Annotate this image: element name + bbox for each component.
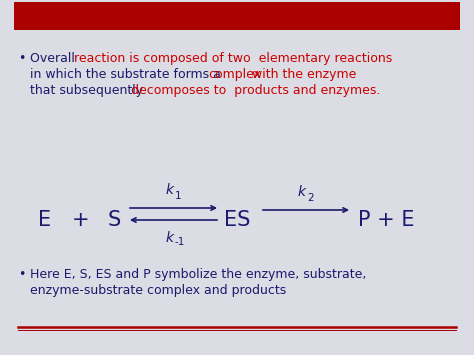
Text: +: + bbox=[72, 210, 90, 230]
Text: enzyme-substrate complex and products: enzyme-substrate complex and products bbox=[30, 284, 286, 297]
Text: k: k bbox=[165, 183, 173, 197]
Text: complex: complex bbox=[208, 68, 261, 81]
Text: Overall: Overall bbox=[30, 52, 79, 65]
Text: that subsequently: that subsequently bbox=[30, 84, 147, 97]
Text: -1: -1 bbox=[174, 237, 185, 247]
Text: P + E: P + E bbox=[358, 210, 414, 230]
Bar bbox=[14, 2, 460, 30]
Text: S: S bbox=[108, 210, 121, 230]
Text: ES: ES bbox=[224, 210, 250, 230]
Text: with the enzyme: with the enzyme bbox=[248, 68, 356, 81]
Text: E: E bbox=[38, 210, 51, 230]
Text: •: • bbox=[18, 52, 26, 65]
Text: Here E, S, ES and P symbolize the enzyme, substrate,: Here E, S, ES and P symbolize the enzyme… bbox=[30, 268, 366, 281]
Text: reaction is composed of two  elementary reactions: reaction is composed of two elementary r… bbox=[74, 52, 392, 65]
Text: k: k bbox=[165, 231, 173, 245]
Text: decomposes to  products and enzymes.: decomposes to products and enzymes. bbox=[131, 84, 380, 97]
Text: 1: 1 bbox=[174, 191, 181, 201]
Text: in which the substrate forms a: in which the substrate forms a bbox=[30, 68, 225, 81]
Text: k: k bbox=[298, 185, 306, 199]
Text: •: • bbox=[18, 268, 26, 281]
Text: 2: 2 bbox=[307, 193, 314, 203]
